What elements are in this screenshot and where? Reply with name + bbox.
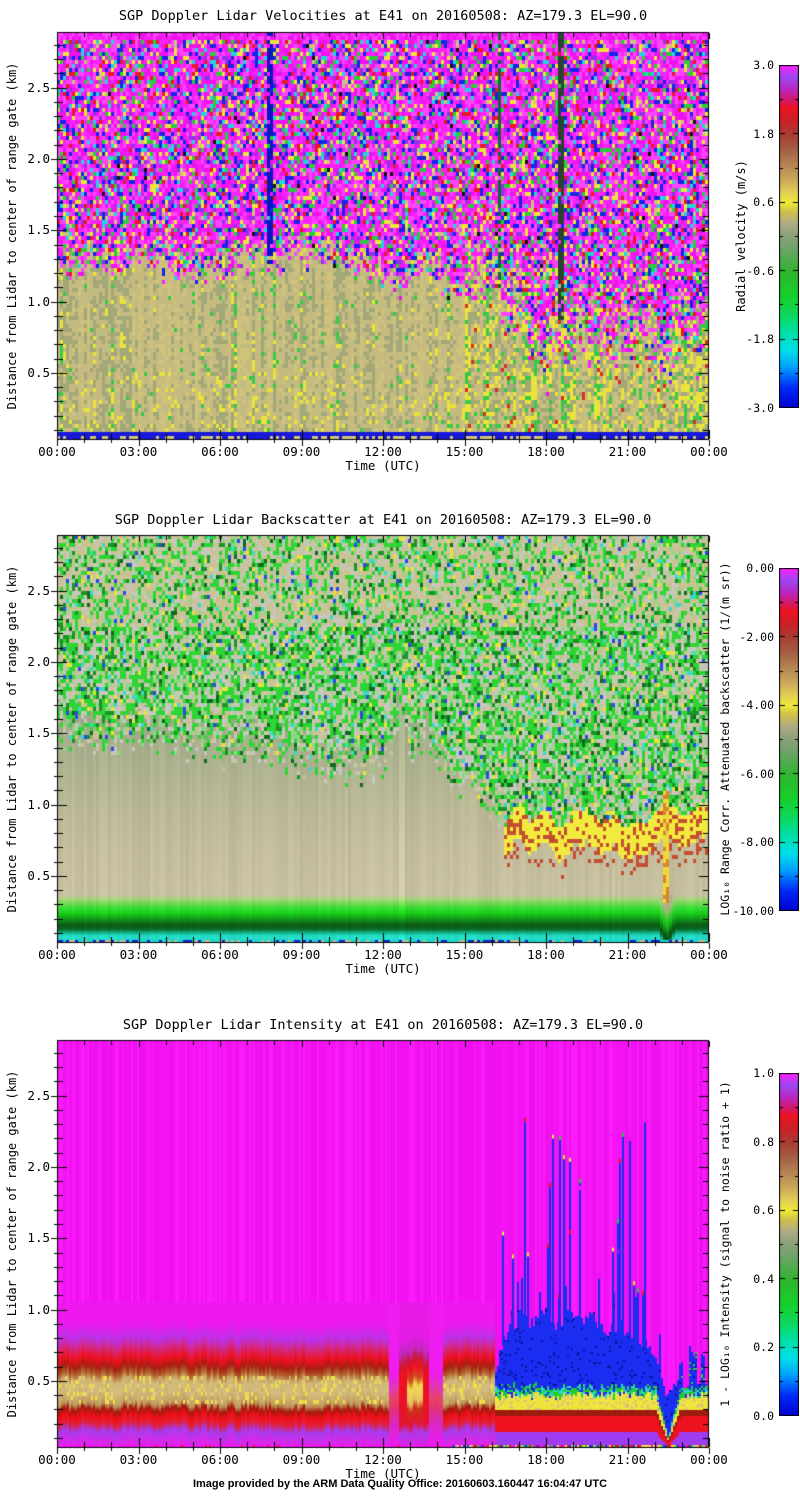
y-tick-label: 1.5 (27, 725, 50, 741)
y-tick-label: 1.5 (27, 1230, 50, 1246)
x-tick-label: 12:00 (364, 947, 402, 962)
backscatter-panel: SGP Doppler Lidar Backscatter at E41 on … (0, 503, 800, 1008)
intensity-panel: SGP Doppler Lidar Intensity at E41 on 20… (0, 1008, 800, 1481)
x-tick-label: 09:00 (282, 947, 321, 962)
colorbar-tick-label: 3.0 (753, 58, 774, 72)
colorbar-tick-label: -2.00 (739, 629, 774, 644)
x-tick-label: 03:00 (119, 947, 158, 962)
x-tick-label: 00:00 (38, 1452, 76, 1467)
backscatter-panel-title: SGP Doppler Lidar Backscatter at E41 on … (114, 512, 652, 528)
colorbar-tick-label: 0.6 (753, 1203, 774, 1218)
colorbar-tick-label: -4.00 (739, 698, 774, 713)
colorbar-tick-label: -0.6 (746, 263, 774, 278)
colorbar-tick-label: 0.0 (753, 1409, 774, 1423)
x-tick-label: 00:00 (690, 1452, 728, 1467)
colorbar-tick-label: 1.8 (753, 126, 774, 141)
velocity-colorbar-label: Radial velocity (m/s) (734, 160, 748, 312)
colorbar-tick-label: 1.0 (753, 1066, 774, 1080)
intensity-colorbar-label: 1 - LOG₁₀ Intensity (signal to noise rat… (718, 1081, 732, 1407)
colorbar-tick-label: -1.8 (746, 332, 774, 347)
x-tick-label: 18:00 (527, 444, 565, 459)
x-tick-label: 15:00 (445, 1452, 484, 1467)
x-tick-label: 15:00 (445, 947, 484, 962)
x-axis-label: Time (UTC) (345, 1466, 421, 1481)
y-tick-label: 1.0 (27, 796, 50, 812)
colorbar-tick-label: -3.0 (746, 401, 774, 415)
colorbar-tick-label: 0.6 (753, 195, 774, 210)
y-tick-label: 2.0 (27, 653, 50, 669)
colorbar-tick-label: -10.00 (732, 904, 774, 918)
y-tick-label: 2.5 (27, 582, 50, 598)
backscatter-colorbar-label: LOG₁₀ Range Corr. Attenuated backscatter… (718, 562, 732, 916)
x-tick-label: 06:00 (201, 1452, 239, 1467)
x-tick-label: 21:00 (608, 1452, 647, 1467)
intensity-heatmap-canvas (48, 1038, 712, 1460)
provenance-footer: Image provided by the ARM Data Quality O… (192, 1478, 608, 1490)
x-tick-label: 03:00 (119, 1452, 158, 1467)
y-tick-label: 2.5 (27, 79, 50, 95)
x-tick-label: 21:00 (608, 947, 647, 962)
x-tick-label: 00:00 (38, 444, 76, 459)
colorbar-tick-label: -6.00 (739, 766, 774, 781)
x-tick-label: 09:00 (282, 444, 321, 459)
y-tick-label: 0.5 (27, 867, 50, 883)
x-tick-label: 15:00 (445, 444, 484, 459)
x-tick-label: 00:00 (690, 444, 728, 459)
x-tick-label: 09:00 (282, 1452, 321, 1467)
velocity-colorbar-canvas (779, 65, 799, 408)
x-axis-label: Time (UTC) (345, 961, 421, 976)
x-tick-label: 12:00 (364, 1452, 402, 1467)
velocity-heatmap-canvas (48, 30, 712, 452)
velocity-panel: SGP Doppler Lidar Velocities at E41 on 2… (0, 0, 800, 503)
colorbar-tick-label: -8.00 (739, 835, 774, 850)
y-tick-label: 1.0 (27, 1301, 50, 1317)
x-tick-label: 06:00 (201, 444, 239, 459)
intensity-colorbar-canvas (779, 1073, 799, 1416)
y-tick-label: 2.0 (27, 150, 50, 166)
colorbar-tick-label: 0.8 (753, 1134, 774, 1149)
y-tick-label: 2.5 (27, 1087, 50, 1103)
backscatter-heatmap-canvas (48, 533, 712, 955)
backscatter-colorbar-canvas (779, 568, 799, 911)
colorbar-tick-label: 0.00 (746, 561, 774, 575)
x-tick-label: 21:00 (608, 444, 647, 459)
x-tick-label: 00:00 (38, 947, 76, 962)
velocity-panel-title: SGP Doppler Lidar Velocities at E41 on 2… (118, 8, 648, 24)
x-tick-label: 06:00 (201, 947, 239, 962)
x-axis-label: Time (UTC) (345, 458, 421, 473)
x-tick-label: 12:00 (364, 444, 402, 459)
x-tick-label: 03:00 (119, 444, 158, 459)
intensity-panel-title: SGP Doppler Lidar Intensity at E41 on 20… (122, 1017, 644, 1033)
y-tick-label: 0.5 (27, 364, 50, 380)
y-tick-label: 1.5 (27, 222, 50, 238)
x-tick-label: 18:00 (527, 947, 565, 962)
y-tick-label: 2.0 (27, 1158, 50, 1174)
x-tick-label: 18:00 (527, 1452, 565, 1467)
colorbar-tick-label: 0.2 (753, 1340, 774, 1355)
y-tick-label: 0.5 (27, 1372, 50, 1388)
colorbar-tick-label: 0.4 (753, 1271, 774, 1286)
x-tick-label: 00:00 (690, 947, 728, 962)
y-tick-label: 1.0 (27, 293, 50, 309)
